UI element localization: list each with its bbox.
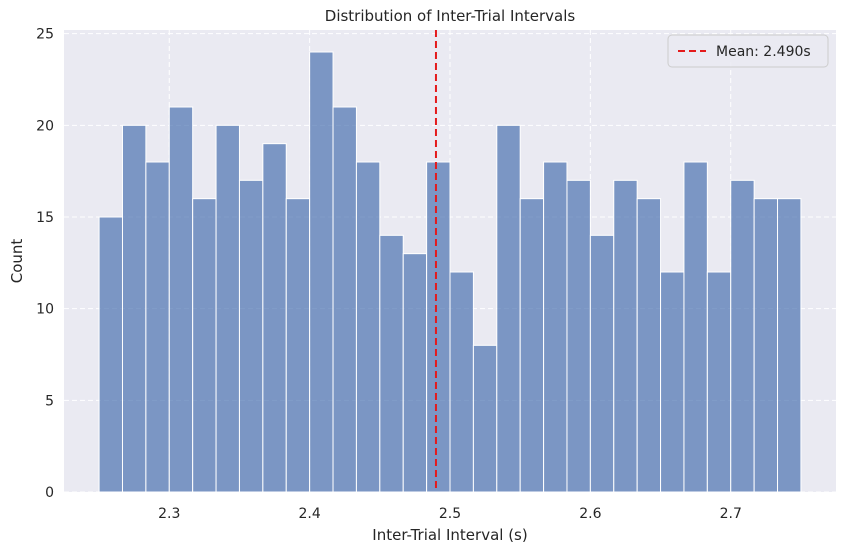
- histogram-bar: [285, 198, 311, 493]
- legend-box: [667, 34, 829, 68]
- histogram-bar: [332, 106, 357, 493]
- x-tick-label: 2.6: [579, 506, 601, 522]
- histogram-bar: [449, 271, 474, 493]
- histogram-bar: [543, 161, 568, 493]
- legend: Mean: 2.490s: [667, 34, 829, 68]
- histogram-bar: [566, 179, 591, 493]
- histogram-bar: [730, 179, 755, 493]
- histogram-bar: [168, 106, 194, 493]
- y-tick-label: 5: [45, 393, 54, 409]
- y-axis-label: Count: [8, 239, 26, 284]
- histogram-bar: [262, 143, 287, 493]
- histogram-bar: [192, 198, 217, 493]
- x-tick-label: 2.5: [439, 506, 461, 522]
- histogram-bar: [613, 179, 638, 493]
- histogram-bar: [660, 271, 685, 493]
- histogram-bar: [706, 271, 732, 493]
- legend-entry-mean: Mean: 2.490s: [716, 44, 811, 60]
- chart-title: Distribution of Inter-Trial Intervals: [325, 7, 576, 25]
- histogram-bar: [379, 234, 404, 493]
- x-axis-label: Inter-Trial Interval (s): [372, 526, 527, 544]
- y-tick-label: 25: [36, 27, 54, 43]
- histogram-bar: [589, 234, 615, 493]
- histogram-bar: [145, 161, 170, 493]
- histogram-bar: [121, 124, 147, 493]
- histogram-bar: [402, 253, 428, 493]
- histogram-bar: [309, 51, 334, 493]
- histogram-bar: [215, 124, 240, 493]
- y-tick-label: 10: [36, 302, 54, 318]
- histogram-bar: [777, 198, 802, 493]
- histogram-bar: [683, 161, 708, 493]
- x-tick-label: 2.7: [720, 506, 742, 522]
- x-tick-label: 2.4: [299, 506, 321, 522]
- histogram-bar: [472, 344, 498, 493]
- histogram-bar: [426, 161, 451, 493]
- histogram-bar: [238, 179, 264, 493]
- histogram-bar: [98, 216, 123, 493]
- histogram-bar: [496, 124, 521, 493]
- histogram-bar: [753, 198, 779, 493]
- y-tick-label: 20: [36, 118, 54, 134]
- y-axis-ticks: 0 5 10 15 20 25: [36, 27, 54, 501]
- y-tick-label: 0: [45, 485, 54, 501]
- histogram-bar: [519, 198, 545, 493]
- histogram-bars: [98, 51, 802, 493]
- histogram-bar: [355, 161, 381, 493]
- y-tick-label: 15: [36, 210, 54, 226]
- x-tick-label: 2.3: [158, 506, 180, 522]
- x-axis-ticks: 2.3 2.4 2.5 2.6 2.7: [158, 506, 742, 522]
- histogram-bar: [636, 198, 662, 493]
